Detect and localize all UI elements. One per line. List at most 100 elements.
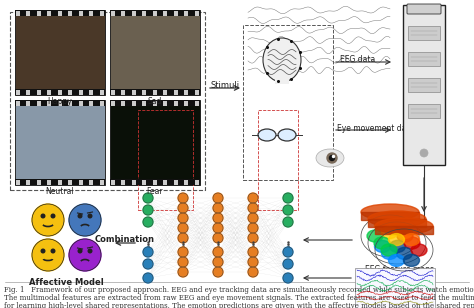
- Ellipse shape: [397, 230, 413, 242]
- Circle shape: [213, 233, 223, 243]
- Bar: [143, 10, 146, 15]
- Bar: [110, 179, 200, 185]
- Bar: [15, 10, 105, 95]
- Bar: [16, 100, 20, 106]
- Bar: [90, 10, 93, 15]
- Bar: [47, 90, 52, 95]
- Circle shape: [78, 214, 82, 218]
- Circle shape: [178, 233, 188, 243]
- Circle shape: [178, 267, 188, 277]
- FancyBboxPatch shape: [407, 4, 441, 14]
- Circle shape: [178, 257, 188, 267]
- Bar: [27, 180, 30, 184]
- Circle shape: [178, 213, 188, 223]
- Bar: [16, 10, 20, 15]
- Bar: [111, 100, 115, 106]
- Circle shape: [32, 204, 64, 236]
- Circle shape: [283, 259, 293, 269]
- Bar: [164, 90, 167, 95]
- Circle shape: [213, 267, 223, 277]
- Bar: [132, 10, 136, 15]
- Bar: [143, 90, 146, 95]
- Text: Combination: Combination: [95, 235, 155, 244]
- Circle shape: [213, 213, 223, 223]
- Circle shape: [32, 239, 64, 271]
- Bar: [121, 100, 126, 106]
- Bar: [153, 10, 157, 15]
- Circle shape: [283, 193, 293, 203]
- Ellipse shape: [263, 38, 301, 82]
- Ellipse shape: [411, 244, 427, 256]
- Circle shape: [88, 214, 92, 218]
- Bar: [69, 10, 73, 15]
- Circle shape: [327, 153, 337, 163]
- Bar: [15, 100, 105, 106]
- Ellipse shape: [403, 233, 419, 245]
- Bar: [100, 180, 104, 184]
- Bar: [164, 100, 167, 106]
- Bar: [37, 10, 41, 15]
- Circle shape: [178, 203, 188, 213]
- Bar: [10, 12, 205, 190]
- Text: The multimodal features are extracted from raw EEG and eye movement signals. The: The multimodal features are extracted fr…: [4, 294, 474, 302]
- Circle shape: [178, 223, 188, 233]
- Bar: [90, 100, 93, 106]
- Bar: [153, 100, 157, 106]
- Bar: [121, 180, 126, 184]
- Circle shape: [143, 247, 153, 257]
- Circle shape: [283, 273, 293, 283]
- Ellipse shape: [390, 240, 405, 252]
- Bar: [164, 180, 167, 184]
- Bar: [69, 100, 73, 106]
- Bar: [132, 90, 136, 95]
- Ellipse shape: [396, 227, 412, 239]
- Text: Eye movement data: Eye movement data: [337, 124, 414, 133]
- Bar: [110, 100, 200, 185]
- Text: Fear: Fear: [146, 187, 164, 196]
- Circle shape: [283, 217, 293, 227]
- Bar: [16, 90, 20, 95]
- Bar: [132, 180, 136, 184]
- Circle shape: [248, 267, 258, 277]
- FancyBboxPatch shape: [408, 78, 440, 92]
- Text: EEG feature maps: EEG feature maps: [365, 265, 435, 274]
- Ellipse shape: [368, 211, 426, 227]
- Circle shape: [283, 205, 293, 215]
- Bar: [100, 10, 104, 15]
- Ellipse shape: [374, 220, 391, 232]
- FancyBboxPatch shape: [408, 26, 440, 40]
- Circle shape: [248, 223, 258, 233]
- Circle shape: [420, 149, 428, 157]
- Ellipse shape: [374, 240, 391, 252]
- Bar: [100, 90, 104, 95]
- Bar: [174, 10, 178, 15]
- Bar: [79, 10, 83, 15]
- Circle shape: [69, 239, 101, 271]
- Circle shape: [332, 156, 335, 157]
- Text: Sad: Sad: [148, 97, 162, 106]
- Circle shape: [248, 233, 258, 243]
- Circle shape: [213, 203, 223, 213]
- Ellipse shape: [381, 244, 397, 256]
- Bar: [153, 180, 157, 184]
- Bar: [15, 100, 105, 185]
- Bar: [90, 90, 93, 95]
- Bar: [121, 10, 126, 15]
- Bar: [58, 10, 62, 15]
- Bar: [184, 90, 189, 95]
- Circle shape: [329, 156, 335, 160]
- Circle shape: [248, 203, 258, 213]
- Text: Neutral: Neutral: [46, 187, 74, 196]
- Bar: [58, 180, 62, 184]
- Ellipse shape: [258, 129, 276, 141]
- Text: for learning high-level shared representations. The emotion predictions are give: for learning high-level shared represent…: [4, 302, 474, 308]
- Ellipse shape: [396, 247, 412, 259]
- Text: EEG data: EEG data: [340, 55, 375, 64]
- Circle shape: [143, 259, 153, 269]
- Circle shape: [143, 205, 153, 215]
- Bar: [184, 10, 189, 15]
- Circle shape: [51, 249, 55, 253]
- Bar: [37, 90, 41, 95]
- Circle shape: [248, 193, 258, 203]
- Circle shape: [41, 249, 45, 253]
